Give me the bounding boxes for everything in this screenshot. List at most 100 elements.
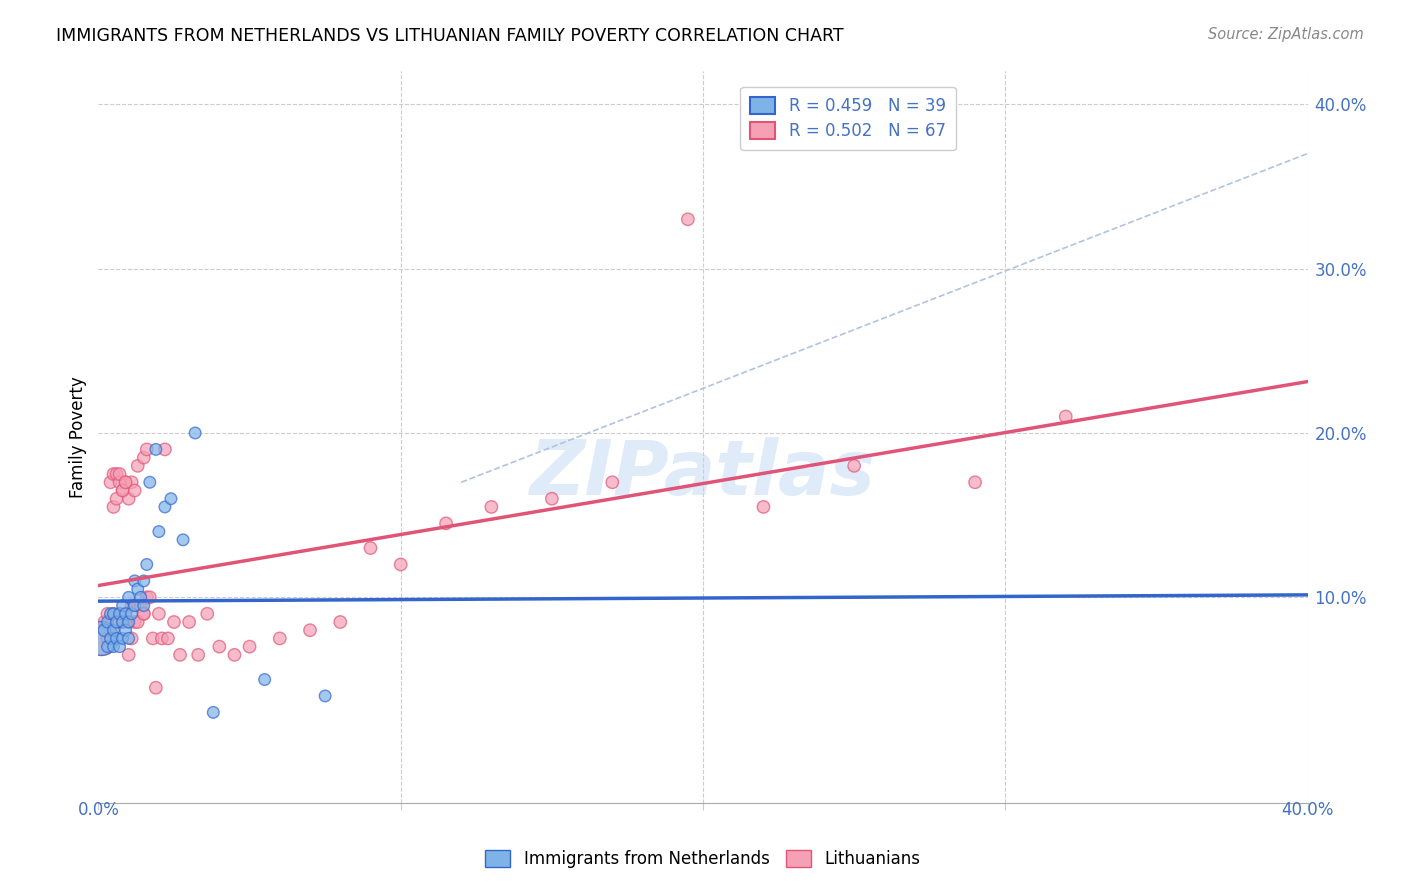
Point [169,648,191,662]
Point [132,599,155,613]
Point [111,483,134,498]
Point [153,442,176,457]
Point [96,640,118,654]
Point [132,450,155,465]
Point [1054,409,1077,424]
Point [90,632,112,646]
Point [93,615,115,629]
Point [202,706,225,720]
Point [124,599,146,613]
Point [100,624,122,638]
Point [100,607,122,621]
Point [90,632,112,646]
Point [148,607,170,621]
Point [105,632,128,646]
Point [965,475,987,490]
Point [105,467,128,481]
Point [127,615,149,629]
Point [160,491,183,506]
Point [118,591,141,605]
Point [103,640,125,654]
Point [195,607,218,621]
Point [121,632,143,646]
Point [121,475,143,490]
Point [148,524,170,539]
Point [179,615,201,629]
Text: IMMIGRANTS FROM NETHERLANDS VS LITHUANIAN FAMILY POVERTY CORRELATION CHART: IMMIGRANTS FROM NETHERLANDS VS LITHUANIA… [56,27,844,45]
Point [105,615,128,629]
Point [124,483,146,498]
Point [602,475,624,490]
Text: 0.0%: 0.0% [77,801,120,819]
Text: 40.0%: 40.0% [1281,801,1334,819]
Point [111,632,134,646]
Point [139,475,162,490]
Point [114,607,136,621]
Point [114,624,136,638]
Point [96,607,118,621]
Point [111,483,134,498]
Point [96,632,118,646]
Point [114,475,136,490]
Point [135,442,157,457]
Point [184,425,207,440]
Point [481,500,503,514]
Point [156,632,179,646]
Point [224,648,246,662]
Point [329,615,352,629]
Point [139,591,162,605]
Point [299,624,322,638]
Point [100,632,122,646]
Point [129,599,152,613]
Point [100,475,122,490]
Point [269,632,291,646]
Point [124,615,146,629]
Point [676,212,699,227]
Point [135,591,157,605]
Point [239,640,262,654]
Point [145,442,167,457]
Point [118,491,141,506]
Point [108,467,131,481]
Point [103,624,125,638]
Point [118,615,141,629]
Point [172,533,194,547]
Point [111,599,134,613]
Point [127,599,149,613]
Point [389,558,412,572]
Point [253,673,276,687]
Point [103,500,125,514]
Point [360,541,382,555]
Point [150,632,173,646]
Point [187,648,209,662]
Point [96,615,118,629]
Point [114,607,136,621]
Legend: Immigrants from Netherlands, Lithuanians: Immigrants from Netherlands, Lithuanians [478,843,928,875]
Point [103,607,125,621]
Point [132,607,155,621]
Text: Source: ZipAtlas.com: Source: ZipAtlas.com [1208,27,1364,42]
Point [844,458,866,473]
Point [118,648,141,662]
Point [108,640,131,654]
Point [540,491,562,506]
Point [105,491,128,506]
Point [434,516,457,531]
Point [145,681,167,695]
Point [163,615,186,629]
Point [153,500,176,514]
Point [314,689,336,703]
Point [108,607,131,621]
Point [105,615,128,629]
Point [129,591,152,605]
Point [108,475,131,490]
Point [111,615,134,629]
Point [752,500,775,514]
Point [118,615,141,629]
Point [103,607,125,621]
Point [127,582,149,596]
Point [121,607,143,621]
Y-axis label: Family Poverty: Family Poverty [69,376,87,498]
Point [208,640,231,654]
Point [132,574,155,588]
